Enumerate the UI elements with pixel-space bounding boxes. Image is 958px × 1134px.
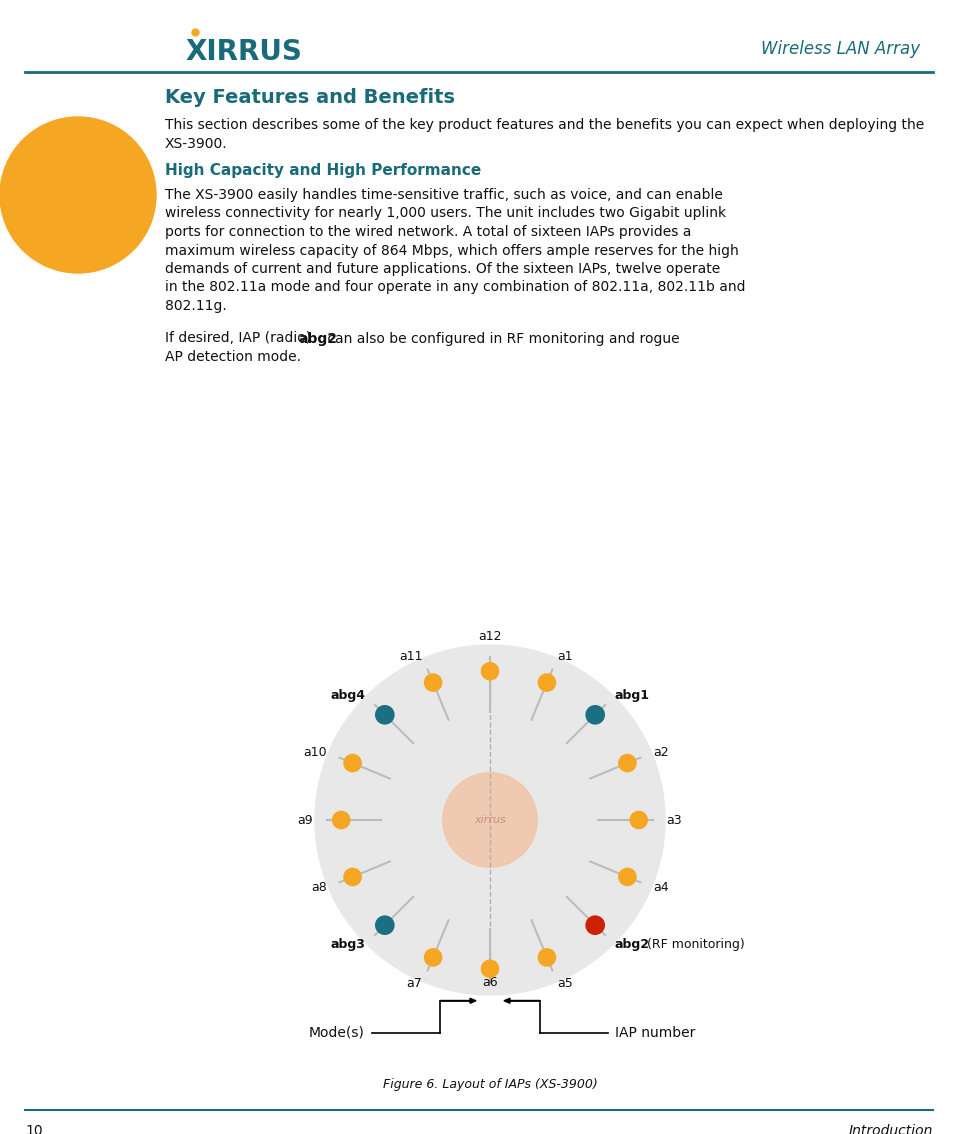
Point [620, 754, 635, 772]
Text: wireless connectivity for nearly 1,000 users. The unit includes two Gigabit upli: wireless connectivity for nearly 1,000 u… [165, 206, 726, 220]
Text: 802.11g.: 802.11g. [165, 299, 227, 313]
FancyArrow shape [504, 998, 540, 1004]
Text: abg1: abg1 [615, 688, 650, 702]
Text: XIRRUS: XIRRUS [185, 39, 302, 66]
Text: AP detection mode.: AP detection mode. [165, 350, 301, 364]
Text: Wireless LAN Array: Wireless LAN Array [761, 40, 920, 58]
Text: If desired, IAP (radio): If desired, IAP (radio) [165, 331, 315, 346]
Point [620, 868, 635, 886]
Point [333, 811, 349, 829]
Circle shape [443, 772, 537, 868]
Text: ports for connection to the wired network. A total of sixteen IAPs provides a: ports for connection to the wired networ… [165, 225, 692, 239]
Text: a12: a12 [478, 631, 502, 643]
Text: 10: 10 [25, 1124, 42, 1134]
Point [631, 811, 647, 829]
Text: Figure 6. Layout of IAPs (XS-3900): Figure 6. Layout of IAPs (XS-3900) [382, 1077, 598, 1091]
Text: demands of current and future applications. Of the sixteen IAPs, twelve operate: demands of current and future applicatio… [165, 262, 720, 276]
Text: Key Features and Benefits: Key Features and Benefits [165, 88, 455, 107]
Point [539, 948, 555, 966]
Text: in the 802.11a mode and four operate in any combination of 802.11a, 802.11b and: in the 802.11a mode and four operate in … [165, 280, 745, 295]
Text: a4: a4 [653, 881, 669, 894]
Text: The XS-3900 easily handles time-sensitive traffic, such as voice, and can enable: The XS-3900 easily handles time-sensitiv… [165, 188, 723, 202]
Text: abg2: abg2 [615, 939, 650, 951]
Text: Introduction: Introduction [849, 1124, 933, 1134]
Point [587, 705, 603, 723]
Text: a3: a3 [667, 813, 682, 827]
Text: a9: a9 [298, 813, 313, 827]
Text: a2: a2 [653, 746, 669, 759]
Text: can also be configured in RF monitoring and rogue: can also be configured in RF monitoring … [323, 331, 679, 346]
Point [539, 674, 555, 692]
Point [482, 959, 497, 978]
Text: abg4: abg4 [330, 688, 365, 702]
Text: a7: a7 [406, 976, 422, 990]
Point [482, 662, 497, 680]
Circle shape [0, 117, 156, 273]
Text: a11: a11 [399, 650, 422, 663]
FancyArrow shape [440, 998, 476, 1004]
Point [425, 948, 441, 966]
Point [377, 705, 393, 723]
Circle shape [315, 645, 665, 995]
Text: This section describes some of the key product features and the benefits you can: This section describes some of the key p… [165, 118, 924, 152]
Point [425, 674, 441, 692]
Text: a1: a1 [558, 650, 573, 663]
Text: abg2: abg2 [298, 331, 337, 346]
Text: xirrus: xirrus [474, 815, 506, 826]
Text: a6: a6 [482, 975, 498, 989]
Point [345, 754, 360, 772]
Point [345, 868, 360, 886]
Text: High Capacity and High Performance: High Capacity and High Performance [165, 163, 481, 178]
Text: maximum wireless capacity of 864 Mbps, which offers ample reserves for the high: maximum wireless capacity of 864 Mbps, w… [165, 244, 739, 257]
Text: Mode(s): Mode(s) [309, 1026, 365, 1040]
Text: (RF monitoring): (RF monitoring) [647, 939, 744, 951]
Text: a10: a10 [303, 746, 327, 759]
Text: a5: a5 [558, 976, 574, 990]
Text: a8: a8 [311, 881, 327, 894]
Point [377, 916, 393, 934]
Text: abg3: abg3 [331, 939, 365, 951]
Point [587, 916, 603, 934]
Text: IAP number: IAP number [615, 1026, 696, 1040]
